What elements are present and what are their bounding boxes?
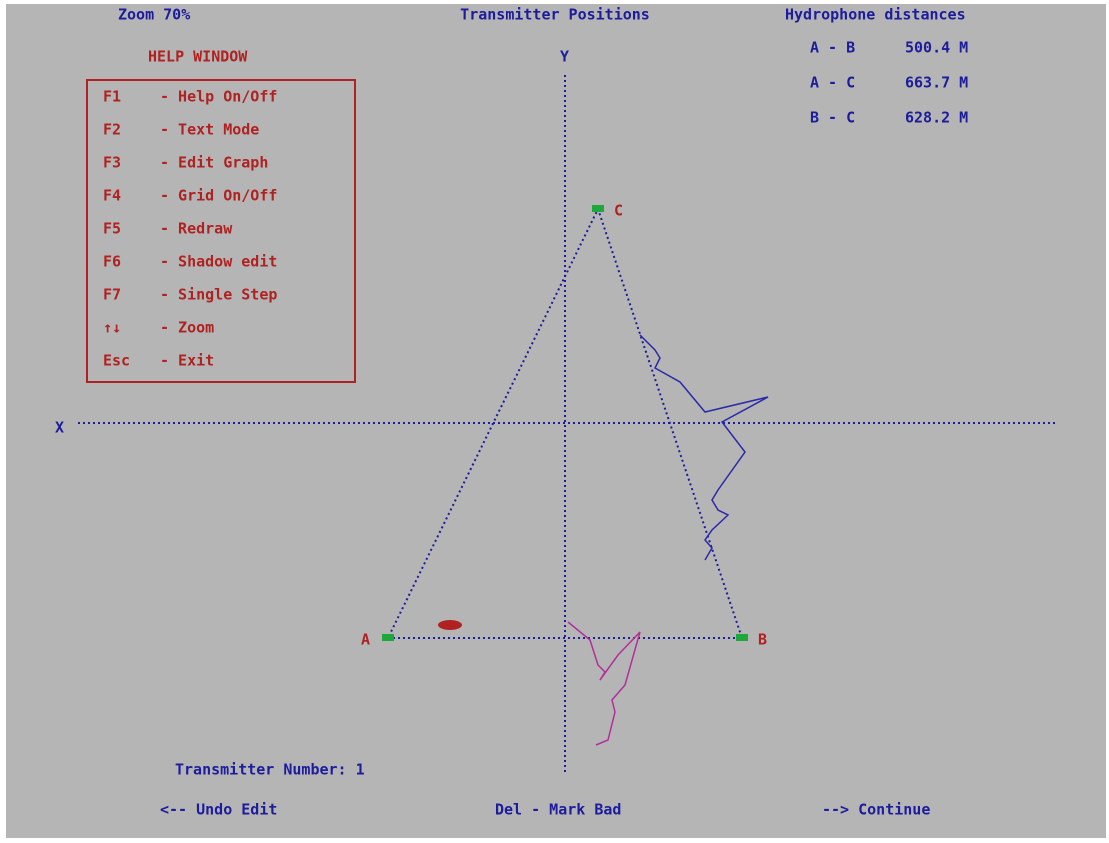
blue-track (639, 334, 769, 561)
help-desc: - Single Step (160, 286, 277, 304)
help-desc: - Help On/Off (160, 88, 277, 106)
transmitter-marker (438, 620, 462, 630)
help-desc: - Grid On/Off (160, 187, 277, 205)
x-axis-label: X (55, 419, 64, 437)
continue[interactable]: --> Continue (822, 801, 930, 819)
help-box (86, 79, 356, 383)
help-key: F3 (103, 154, 121, 172)
help-key: F5 (103, 220, 121, 238)
background (6, 4, 1106, 838)
help-items: F1 - Help On/Off F2 - Text Mode F3 - Edit Gra… (103, 88, 277, 370)
help-title: HELP WINDOW (148, 48, 248, 66)
distance-pair: B - C (810, 109, 855, 127)
help-key: ↑↓ (103, 319, 121, 337)
help-desc: - Exit (160, 352, 214, 370)
help-desc: - Redraw (160, 220, 233, 238)
distances-title: Hydrophone distances (785, 6, 966, 24)
hydrophone-triangle (386, 206, 744, 639)
station-b (736, 634, 748, 641)
distance-value: 500.4 M (905, 39, 968, 57)
magenta-track (567, 621, 641, 746)
distance-pair: A - C (810, 74, 855, 92)
help-key: F1 (103, 88, 121, 106)
transmitter-number: Transmitter Number: 1 (175, 761, 365, 779)
help-desc: - Shadow edit (160, 253, 277, 271)
mark-bad[interactable]: Del - Mark Bad (495, 801, 621, 819)
help-key: F7 (103, 286, 121, 304)
y-axis-label: Y (560, 48, 569, 66)
help-key: F2 (103, 121, 121, 139)
help-key: F4 (103, 187, 121, 205)
station-b-label: B (758, 631, 767, 649)
station-a (382, 634, 394, 641)
station-c-label: C (614, 202, 623, 220)
zoom-label: Zoom 70% (118, 6, 190, 24)
help-desc: - Zoom (160, 319, 214, 337)
help-desc: - Text Mode (160, 121, 259, 139)
title: Transmitter Positions (460, 6, 650, 24)
help-desc: - Edit Graph (160, 154, 268, 172)
station-c (592, 205, 604, 212)
distance-value: 663.7 M (905, 74, 968, 92)
distance-pair: A - B (810, 39, 855, 57)
distances: A - B 500.4 M A - C 663.7 M B - C 628.2 M (810, 39, 968, 127)
station-a-label: A (361, 631, 370, 649)
undo-edit[interactable]: <-- Undo Edit (160, 801, 277, 819)
help-key: F6 (103, 253, 121, 271)
help-key: Esc (103, 352, 130, 370)
distance-value: 628.2 M (905, 109, 968, 127)
